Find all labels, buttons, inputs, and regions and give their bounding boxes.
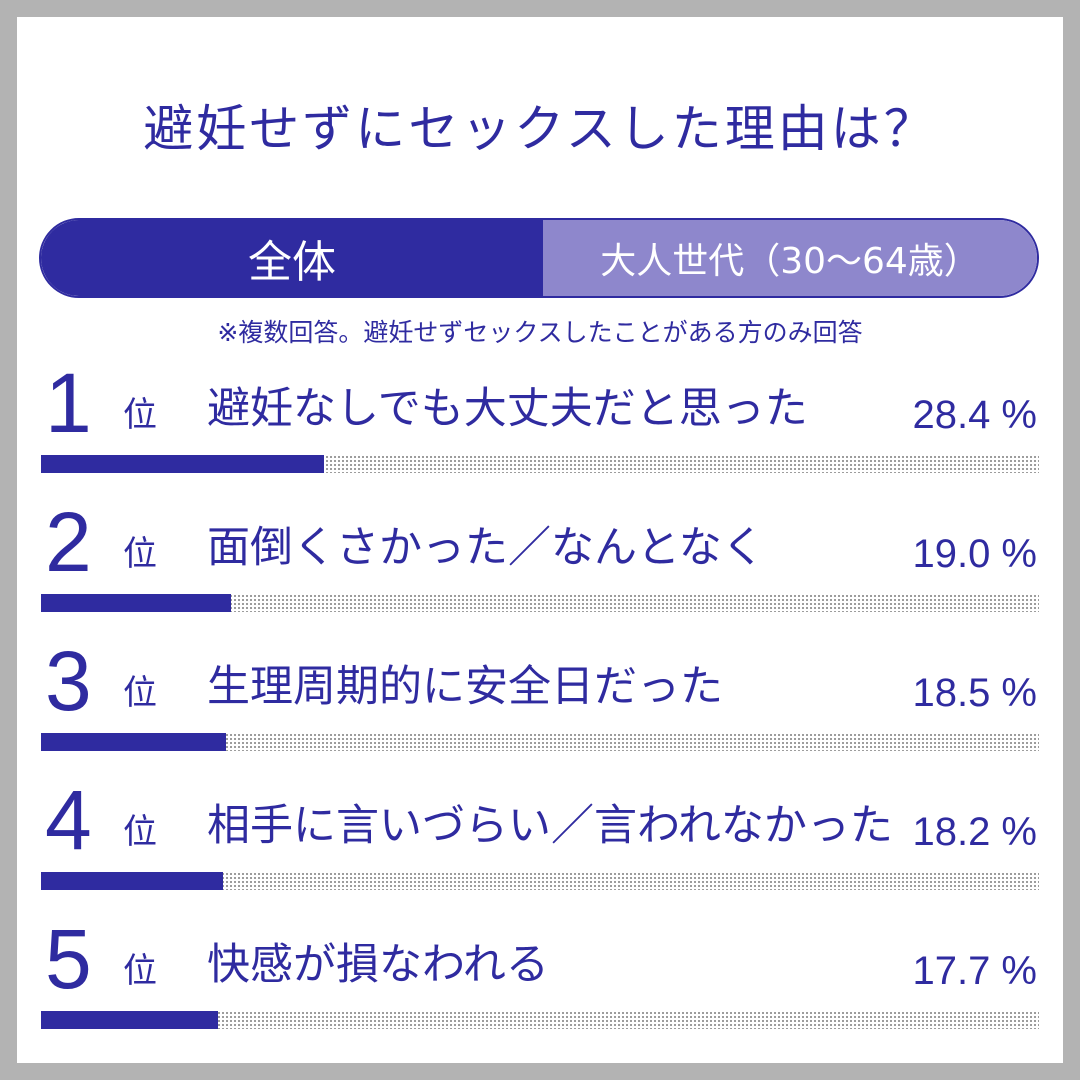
survey-note: ※複数回答。避妊せずセックスしたことがある方のみ回答 [217, 318, 863, 347]
percent-label: 19.0 % [912, 532, 1037, 576]
tab-adult-label: 大人世代（30～64歳） [600, 241, 980, 282]
ranking-row: 5 位 快感が損なわれる 17.7 % [17, 912, 1063, 1071]
chart-title: 避妊せずにセックスした理由は？ [143, 100, 937, 158]
ranking-row: 3 位 生理周期的に安全日だった 18.5 % [17, 634, 1063, 793]
rank-unit: 位 [123, 673, 157, 713]
chart-card: 避妊せずにセックスした理由は？ 全体 大人世代（30～64歳） ※複数回答。避妊… [17, 17, 1063, 1063]
bar-track [41, 733, 1039, 751]
rank-number: 4 [45, 773, 92, 867]
tab-adult-generation[interactable]: 大人世代（30～64歳） [543, 220, 1037, 296]
rank-number: 2 [45, 495, 92, 589]
percent-label: 28.4 % [912, 393, 1037, 437]
bar [41, 594, 231, 612]
rank-number: 1 [45, 356, 92, 450]
percent-label: 17.7 % [912, 949, 1037, 993]
bar [41, 733, 226, 751]
bar-track [41, 455, 1039, 473]
rank-number: 3 [45, 634, 92, 728]
bar-track [41, 872, 1039, 890]
percent-label: 18.5 % [912, 671, 1037, 715]
reason-label: 生理周期的に安全日だった [207, 662, 723, 712]
bar-track [41, 1011, 1039, 1029]
ranking-row: 2 位 面倒くさかった／なんとなく 19.0 % [17, 495, 1063, 654]
ranking-row: 1 位 避妊なしでも大丈夫だと思った 28.4 % [17, 356, 1063, 515]
bar-track [41, 594, 1039, 612]
tab-all-label: 全体 [248, 237, 336, 288]
ranking-row: 4 位 相手に言いづらい／言われなかった 18.2 % [17, 773, 1063, 932]
percent-label: 18.2 % [912, 810, 1037, 854]
rank-unit: 位 [123, 951, 157, 991]
rank-unit: 位 [123, 812, 157, 852]
bar [41, 1011, 218, 1029]
segment-tabs: 全体 大人世代（30～64歳） [39, 218, 1039, 298]
bar [41, 455, 325, 473]
rank-unit: 位 [123, 534, 157, 574]
reason-label: 相手に言いづらい／言われなかった [207, 801, 893, 851]
reason-label: 面倒くさかった／なんとなく [207, 523, 765, 573]
reason-label: 避妊なしでも大丈夫だと思った [207, 384, 808, 434]
bar [41, 872, 223, 890]
rank-unit: 位 [123, 395, 157, 435]
reason-label: 快感が損なわれる [207, 940, 549, 990]
rank-number: 5 [45, 912, 92, 1006]
tab-all[interactable]: 全体 [41, 220, 543, 296]
